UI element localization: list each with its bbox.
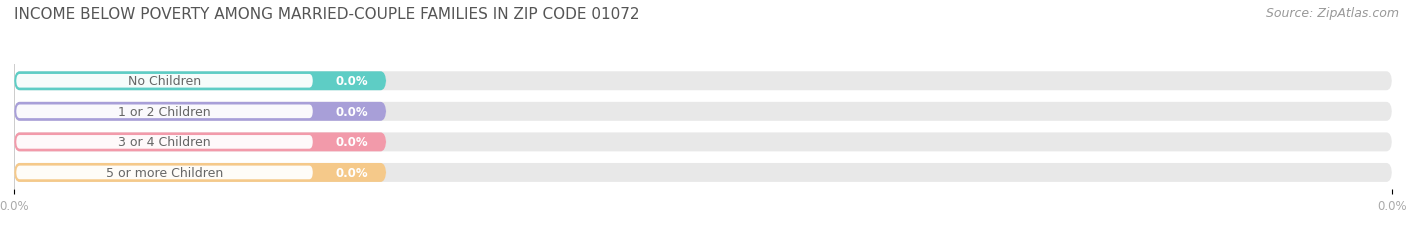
Text: 0.0%: 0.0% (335, 105, 368, 118)
FancyBboxPatch shape (14, 72, 387, 91)
FancyBboxPatch shape (17, 135, 312, 149)
FancyBboxPatch shape (14, 163, 1392, 182)
FancyBboxPatch shape (14, 133, 1392, 152)
Text: 0.0%: 0.0% (335, 136, 368, 149)
Text: 1 or 2 Children: 1 or 2 Children (118, 105, 211, 118)
FancyBboxPatch shape (14, 102, 387, 121)
Text: 3 or 4 Children: 3 or 4 Children (118, 136, 211, 149)
Text: Source: ZipAtlas.com: Source: ZipAtlas.com (1265, 7, 1399, 20)
FancyBboxPatch shape (17, 166, 312, 179)
FancyBboxPatch shape (14, 72, 1392, 91)
Text: 0.0%: 0.0% (335, 166, 368, 179)
Text: INCOME BELOW POVERTY AMONG MARRIED-COUPLE FAMILIES IN ZIP CODE 01072: INCOME BELOW POVERTY AMONG MARRIED-COUPL… (14, 7, 640, 22)
FancyBboxPatch shape (14, 163, 387, 182)
FancyBboxPatch shape (14, 102, 1392, 121)
FancyBboxPatch shape (17, 105, 312, 119)
FancyBboxPatch shape (14, 133, 387, 152)
FancyBboxPatch shape (17, 75, 312, 88)
Text: 5 or more Children: 5 or more Children (105, 166, 224, 179)
Text: No Children: No Children (128, 75, 201, 88)
Text: 0.0%: 0.0% (335, 75, 368, 88)
